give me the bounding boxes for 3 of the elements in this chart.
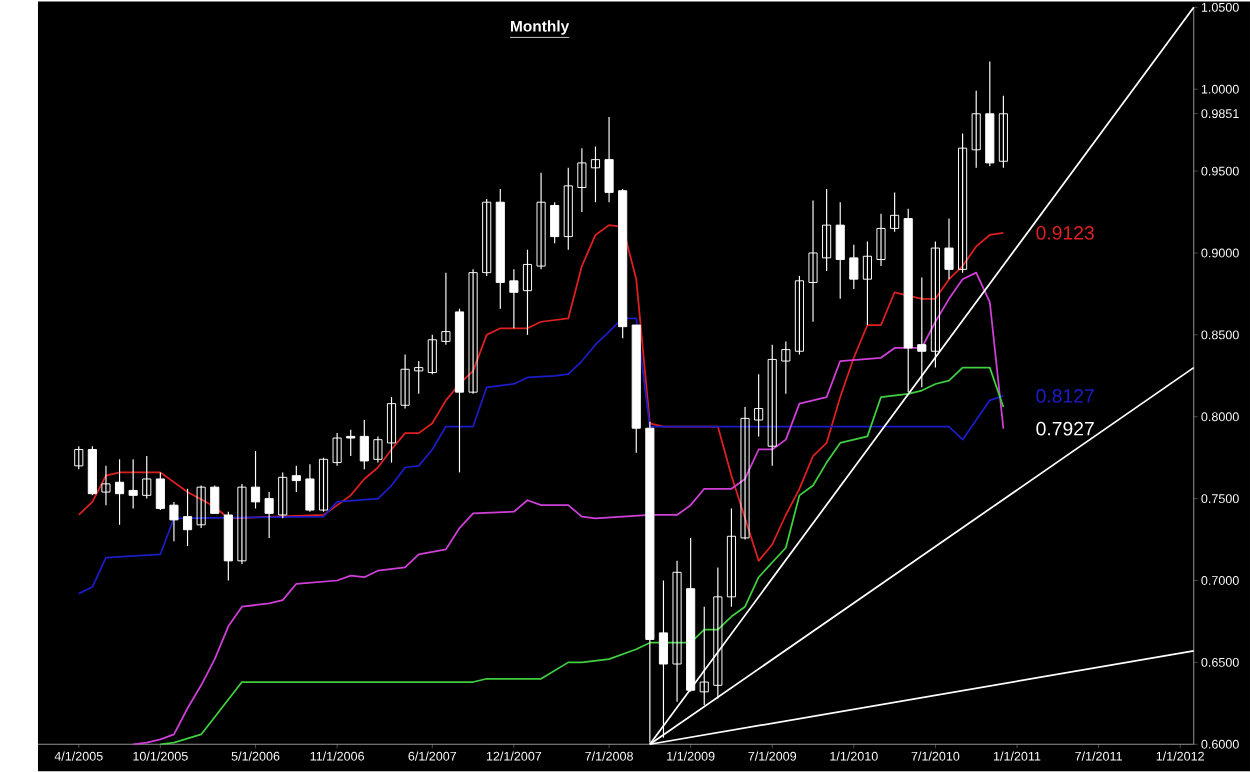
data-label: 0.8127 (1036, 389, 1094, 404)
data-label: 0.9123 (1036, 226, 1094, 240)
annotation: 0.7927 (1036, 422, 1094, 436)
